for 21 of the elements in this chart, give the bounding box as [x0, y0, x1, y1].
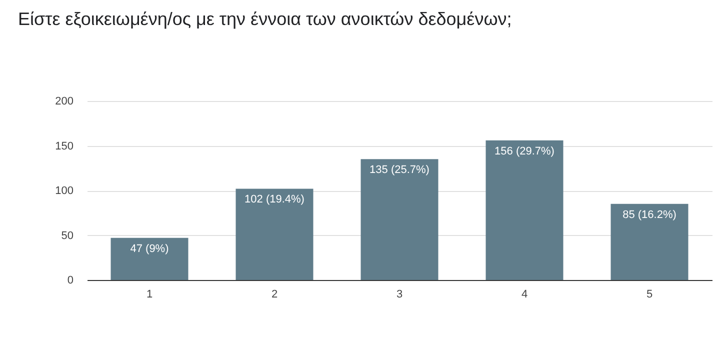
y-tick-label: 150: [55, 140, 74, 152]
chart-title: Είστε εξοικειωμένη/ος με την έννοια των ανοικτών δεδομένων;: [18, 9, 512, 30]
bar: [360, 159, 438, 280]
data-label: 156 (29.7%): [494, 145, 554, 158]
y-tick-label: 200: [55, 96, 74, 108]
y-tick-label: 50: [61, 230, 74, 242]
x-tick-label: 2: [271, 288, 278, 300]
x-tick-label: 1: [146, 288, 153, 300]
data-label: 135 (25.7%): [370, 164, 430, 176]
data-label: 85 (16.2%): [622, 208, 676, 221]
x-tick-label: 3: [396, 288, 403, 300]
bar: [610, 204, 688, 280]
data-label: 47 (9%): [130, 242, 169, 255]
x-tick-label: 4: [521, 288, 528, 300]
y-tick-label: 0: [67, 274, 74, 286]
bar: [110, 238, 188, 280]
x-tick-label: 5: [646, 288, 653, 300]
bar: [236, 188, 314, 280]
data-label: 102 (19.4%): [244, 194, 304, 206]
y-tick-label: 100: [55, 185, 74, 197]
bar: [486, 140, 564, 280]
